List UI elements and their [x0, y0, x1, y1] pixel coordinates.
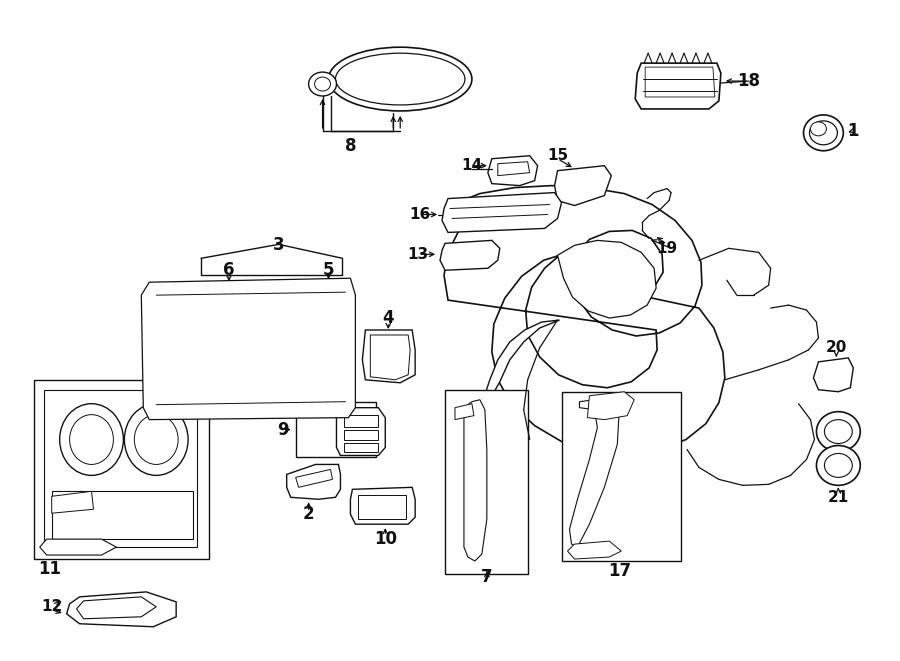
Ellipse shape: [809, 121, 837, 145]
Text: 11: 11: [38, 560, 61, 578]
Polygon shape: [455, 404, 474, 420]
Bar: [51, 491, 194, 539]
Text: 20: 20: [825, 340, 847, 356]
Text: 8: 8: [345, 137, 356, 155]
Polygon shape: [337, 408, 385, 455]
Polygon shape: [309, 390, 340, 410]
Polygon shape: [67, 592, 176, 627]
Ellipse shape: [328, 47, 472, 111]
Bar: [345, 414, 378, 426]
Polygon shape: [498, 162, 530, 176]
Polygon shape: [554, 166, 611, 206]
Ellipse shape: [824, 453, 852, 477]
Text: 16: 16: [410, 207, 431, 222]
Ellipse shape: [804, 115, 843, 151]
Ellipse shape: [811, 122, 826, 136]
Polygon shape: [296, 469, 332, 487]
Ellipse shape: [59, 404, 123, 475]
Bar: [345, 430, 378, 440]
Ellipse shape: [816, 412, 860, 451]
Polygon shape: [350, 487, 415, 524]
Text: 1: 1: [848, 122, 859, 140]
Polygon shape: [44, 390, 197, 547]
Text: 7: 7: [481, 568, 492, 586]
Ellipse shape: [816, 446, 860, 485]
Text: 2: 2: [302, 505, 314, 524]
Polygon shape: [40, 539, 116, 555]
Text: 9: 9: [277, 420, 289, 439]
Polygon shape: [442, 192, 562, 233]
Text: 3: 3: [273, 237, 284, 254]
Polygon shape: [51, 491, 94, 513]
Text: 14: 14: [462, 158, 482, 173]
Polygon shape: [313, 280, 346, 308]
Polygon shape: [570, 398, 619, 547]
Polygon shape: [199, 283, 273, 318]
Ellipse shape: [336, 53, 465, 105]
Polygon shape: [464, 400, 487, 561]
Polygon shape: [557, 241, 656, 318]
Polygon shape: [370, 335, 410, 380]
Text: 12: 12: [41, 600, 62, 614]
Bar: [296, 402, 376, 457]
Text: 15: 15: [547, 148, 568, 163]
Text: 18: 18: [737, 72, 760, 90]
Bar: [445, 390, 527, 574]
Ellipse shape: [824, 420, 852, 444]
Polygon shape: [488, 156, 537, 186]
Text: 19: 19: [656, 241, 678, 256]
Bar: [345, 442, 378, 453]
Polygon shape: [635, 63, 721, 109]
Polygon shape: [645, 67, 715, 97]
Polygon shape: [444, 186, 724, 453]
Polygon shape: [814, 358, 853, 392]
Ellipse shape: [309, 72, 337, 96]
Text: 6: 6: [223, 261, 235, 279]
Polygon shape: [76, 597, 157, 619]
Ellipse shape: [134, 414, 178, 465]
Bar: [358, 495, 406, 519]
Text: 10: 10: [374, 530, 397, 548]
Text: 21: 21: [828, 490, 849, 505]
Text: 13: 13: [408, 247, 428, 262]
Text: 4: 4: [382, 309, 394, 327]
Text: 17: 17: [608, 562, 631, 580]
Polygon shape: [363, 330, 415, 383]
Ellipse shape: [315, 77, 330, 91]
Polygon shape: [287, 465, 340, 499]
Polygon shape: [568, 541, 621, 559]
Polygon shape: [484, 320, 560, 440]
Polygon shape: [588, 392, 634, 420]
Polygon shape: [141, 278, 356, 420]
Ellipse shape: [69, 414, 113, 465]
Bar: [34, 380, 209, 559]
Bar: [562, 392, 681, 561]
Polygon shape: [440, 241, 500, 270]
Ellipse shape: [124, 404, 188, 475]
Text: 5: 5: [323, 261, 334, 279]
